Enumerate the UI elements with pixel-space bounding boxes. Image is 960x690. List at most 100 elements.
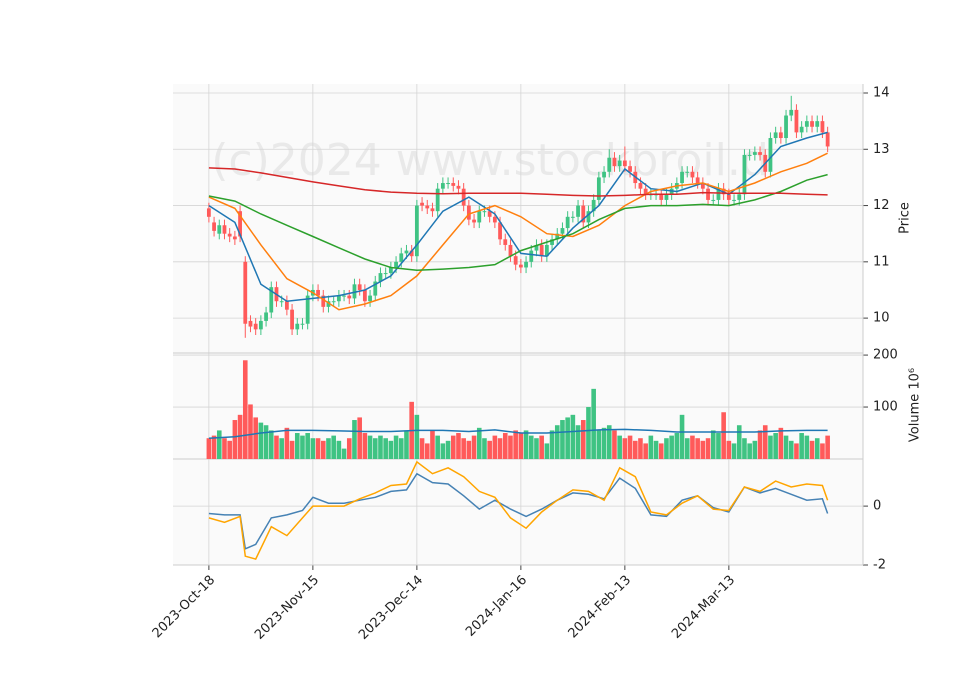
volume-bar — [435, 435, 440, 459]
volume-bar — [596, 430, 602, 459]
y-tick-label: 12 — [873, 198, 890, 213]
line-series — [208, 173, 828, 272]
volume-bar — [534, 438, 539, 459]
volume-bar — [206, 438, 212, 459]
candle-body — [472, 219, 476, 223]
volume-bar — [388, 440, 394, 459]
volume-bar — [357, 417, 362, 459]
volume-bar — [253, 417, 258, 459]
volume-bar — [487, 440, 492, 459]
candle-body — [321, 295, 326, 307]
candle-body — [659, 194, 664, 200]
candle-body — [784, 115, 788, 139]
candle-body — [316, 289, 320, 296]
candle-body — [342, 295, 346, 297]
candle-body — [222, 225, 227, 234]
x-tick-label: 2023-Nov-15 — [252, 573, 322, 643]
candle-body — [638, 183, 643, 189]
volume-bar — [757, 430, 763, 459]
candle-body — [243, 261, 248, 324]
volume-bar — [825, 435, 830, 459]
volume-bar — [580, 420, 586, 459]
volume-bar — [242, 360, 248, 459]
y-tick-label: -2 — [873, 558, 886, 573]
candle-body — [643, 188, 648, 195]
candle-body — [789, 109, 794, 116]
candle-body — [690, 171, 695, 178]
candle-body — [440, 183, 445, 189]
candle-body — [685, 171, 690, 173]
volume-bar — [227, 440, 232, 459]
volume-bar — [554, 425, 560, 459]
volume-bar — [502, 433, 508, 459]
candle-body — [399, 253, 404, 262]
volume-bar — [544, 443, 550, 459]
volume-bar — [336, 440, 342, 459]
volume-bar — [632, 440, 638, 459]
volume-bar — [274, 435, 279, 459]
candle-body — [544, 244, 549, 257]
candle-body — [206, 208, 211, 217]
candle-body — [768, 138, 773, 172]
volume-bar — [809, 440, 815, 459]
volume-bar — [378, 435, 383, 459]
volume-bar — [310, 438, 316, 459]
volume-bar — [528, 435, 534, 459]
candle-body — [716, 188, 721, 200]
volume-bar — [404, 430, 409, 459]
candle-body — [799, 126, 804, 133]
candle-body — [305, 295, 310, 324]
volume-bar — [648, 435, 654, 459]
candle-body — [529, 250, 534, 262]
volume-bar — [383, 438, 388, 459]
volume-bar — [326, 438, 331, 459]
volume-bar — [788, 440, 794, 459]
candle-body — [752, 152, 757, 155]
candle-body — [284, 301, 289, 310]
candle-body — [732, 199, 736, 201]
volume-bar — [482, 438, 487, 459]
watermark: (c)2024 www.stockbroil.d — [211, 135, 769, 186]
candle-body — [758, 152, 762, 155]
x-tick-label: 2023-Oct-18 — [150, 573, 218, 641]
volume-bar — [762, 425, 768, 459]
candle-body — [794, 109, 799, 133]
candle-body — [451, 183, 456, 186]
y-axis-label: Volume 10⁶ — [908, 368, 923, 442]
candle-body — [737, 194, 742, 200]
volume-bar — [294, 433, 300, 459]
candle-body — [362, 289, 367, 302]
volume-bar — [690, 435, 695, 459]
candle-body — [269, 287, 274, 313]
volume-bar — [549, 430, 555, 459]
plot-background — [173, 84, 863, 565]
volume-bar — [684, 438, 690, 459]
volume-bar — [424, 443, 430, 459]
volume-bar — [456, 433, 461, 459]
y-tick-label: 13 — [873, 142, 890, 157]
candle-body — [810, 121, 814, 127]
x-tick-label: 2024-Feb-13 — [566, 573, 635, 642]
volume-bar — [768, 435, 773, 459]
candle-body — [581, 205, 586, 223]
candle-body — [430, 208, 435, 212]
volume-bar — [346, 438, 352, 459]
volume-bar — [284, 427, 290, 459]
volume-bar — [716, 433, 721, 459]
volume-bar — [679, 414, 685, 459]
volume-bar — [778, 427, 784, 459]
volume-bar — [606, 425, 612, 459]
y-tick-label: 14 — [873, 86, 890, 101]
candle-body — [420, 202, 424, 206]
candle-body — [258, 320, 263, 330]
volume-bar — [362, 433, 368, 459]
volume-bar — [352, 420, 357, 459]
volume-bar — [341, 448, 347, 459]
volume-bar — [211, 435, 217, 459]
volume-bar — [513, 430, 518, 459]
volume-bar — [622, 438, 628, 459]
candle-body — [326, 301, 331, 307]
volume-bar — [232, 420, 238, 459]
candle-body — [300, 323, 305, 325]
candle-body — [503, 239, 508, 245]
